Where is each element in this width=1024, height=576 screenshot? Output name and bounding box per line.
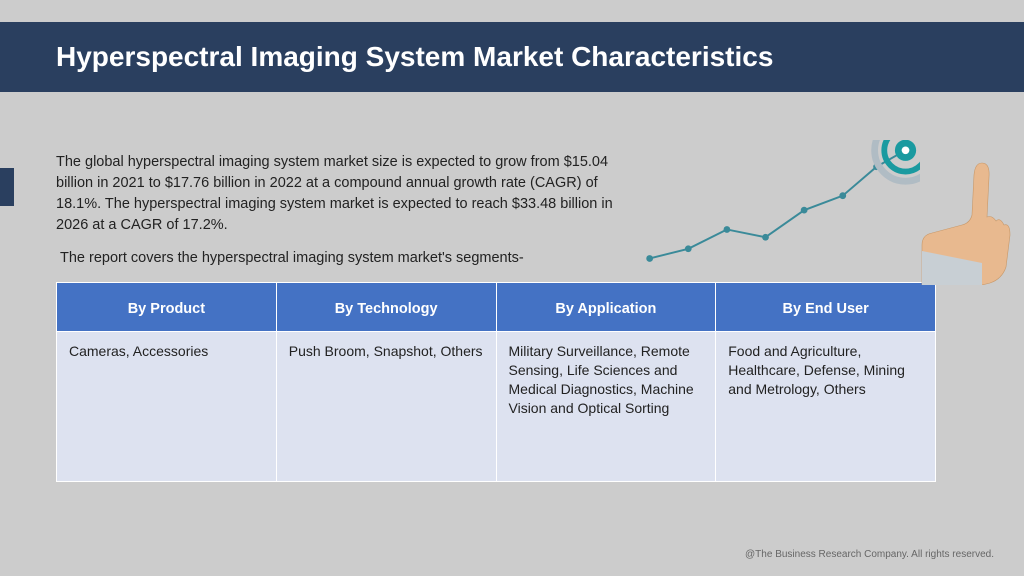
- target-icon: [875, 140, 920, 181]
- cell-enduser: Food and Agriculture, Healthcare, Defens…: [716, 332, 936, 482]
- table-row: Cameras, Accessories Push Broom, Snapsho…: [57, 332, 936, 482]
- segments-table: By Product By Technology By Application …: [56, 282, 936, 482]
- col-header-technology: By Technology: [276, 283, 496, 332]
- footer-copyright: @The Business Research Company. All righ…: [745, 549, 994, 560]
- col-header-application: By Application: [496, 283, 716, 332]
- cell-product: Cameras, Accessories: [57, 332, 277, 482]
- col-header-product: By Product: [57, 283, 277, 332]
- col-header-enduser: By End User: [716, 283, 936, 332]
- segments-intro: The report covers the hyperspectral imag…: [60, 250, 620, 266]
- body-paragraph: The global hyperspectral imaging system …: [56, 152, 616, 236]
- header-bar: Hyperspectral Imaging System Market Char…: [0, 22, 1024, 92]
- table-header-row: By Product By Technology By Application …: [57, 283, 936, 332]
- cell-technology: Push Broom, Snapshot, Others: [276, 332, 496, 482]
- side-accent: [0, 168, 14, 206]
- page-title: Hyperspectral Imaging System Market Char…: [56, 41, 773, 73]
- growth-line-chart: [640, 140, 920, 290]
- cell-application: Military Surveillance, Remote Sensing, L…: [496, 332, 716, 482]
- hand-pointing-icon: [902, 155, 1012, 285]
